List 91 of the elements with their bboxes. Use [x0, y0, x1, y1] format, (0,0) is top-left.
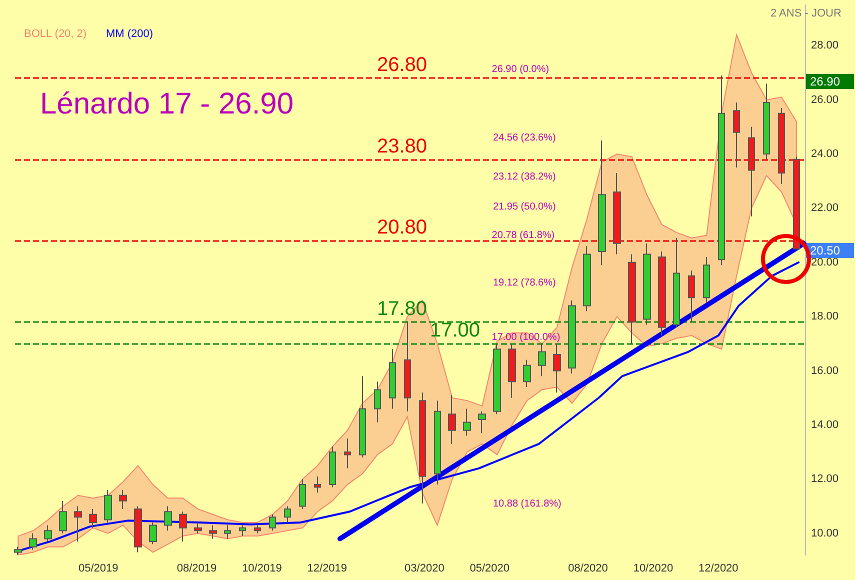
x-tick-label: 05/2020 — [470, 562, 510, 574]
candlestick — [493, 343, 501, 415]
candlestick — [239, 524, 246, 537]
x-tick-label: 03/2020 — [404, 562, 444, 574]
candlestick — [14, 546, 22, 556]
candlestick — [359, 376, 366, 458]
candlestick — [538, 343, 546, 377]
x-tick-label: 12/2019 — [307, 562, 348, 574]
candlestick — [613, 172, 621, 255]
candlestick — [703, 256, 710, 304]
text: 26.90 — [810, 74, 840, 88]
annotation: 10.88 (161.8%) — [493, 498, 562, 510]
candlestick — [568, 300, 576, 374]
chart-subtitle: 2 ANS - JOUR — [770, 8, 842, 20]
x-tick-label: 08/2019 — [176, 562, 217, 574]
candlestick — [688, 270, 695, 322]
candlestick — [389, 348, 396, 410]
y-tick-label: 14.00 — [811, 418, 839, 431]
annotation: 24.56 (23.6%) — [493, 132, 556, 144]
candlestick — [733, 102, 740, 168]
candlestick — [448, 394, 456, 444]
candlestick — [119, 489, 127, 510]
candlestick — [374, 381, 381, 423]
candlestick — [59, 500, 67, 534]
x-tick-label: 05/2019 — [78, 562, 118, 574]
candlestick — [463, 408, 471, 436]
text: MM (200) — [106, 28, 154, 40]
ref-line-label: 23.80 — [377, 135, 428, 158]
candlestick — [748, 126, 755, 217]
x-tick-label: 10/2019 — [242, 562, 282, 574]
y-tick-label: 26.00 — [811, 94, 839, 106]
candlestick — [658, 251, 666, 336]
candlestick — [224, 524, 231, 540]
candlestick — [89, 508, 97, 528]
candlestick — [314, 476, 321, 494]
ref-line-label: 17.00 — [430, 320, 480, 342]
candlestick — [179, 511, 187, 542]
x-tick-label: 12/2020 — [698, 562, 738, 574]
candlestick — [404, 321, 411, 412]
candlestick — [284, 506, 291, 523]
y-tick-label: 24.00 — [811, 148, 839, 160]
candlestick — [508, 343, 516, 398]
y-tick-label: 10.00 — [811, 527, 839, 540]
candlestick — [194, 522, 202, 534]
y-tick-label: 28.00 — [811, 40, 839, 52]
candlestick — [29, 532, 37, 550]
text: Lénardo 17 - 26.90 — [40, 88, 294, 120]
annotation: 26.90 (0.0%) — [492, 64, 550, 75]
x-tick-label: 08/2020 — [568, 562, 608, 574]
candlestick — [598, 140, 606, 266]
ref-line-label: 17.80 — [377, 298, 428, 320]
candlestick — [478, 410, 486, 434]
candlestick — [299, 478, 306, 510]
y-tick-label: 20.00 — [811, 256, 839, 268]
candlestick — [104, 489, 112, 523]
annotation: 17.00 (100.0%) — [492, 332, 560, 344]
x-tick-label: 10/2020 — [633, 562, 674, 574]
candlestick — [643, 242, 651, 326]
candlestick — [763, 83, 770, 160]
candlestick — [149, 522, 157, 545]
candlestick — [254, 524, 261, 534]
y-tick-label: 16.00 — [811, 364, 839, 377]
text: 20.50 — [810, 244, 840, 258]
candlestick — [778, 107, 785, 184]
candlestick — [344, 438, 351, 469]
candlestick — [523, 359, 531, 388]
candlestick — [44, 524, 52, 542]
annotation: 23.12 (38.2%) — [493, 172, 556, 182]
candlestick — [673, 238, 680, 328]
legend-label: BOLL (20, 2) — [24, 28, 87, 40]
y-tick-label: 22.00 — [811, 202, 839, 214]
candlestick — [134, 506, 142, 553]
annotation: 21.95 (50.0%) — [493, 202, 556, 212]
candlestick — [209, 524, 217, 540]
candlestick — [583, 246, 591, 312]
annotation: 20.78 (61.8%) — [492, 230, 555, 241]
candlestick — [628, 254, 636, 344]
candlestick — [164, 506, 172, 532]
ref-line-label: 26.80 — [377, 54, 428, 76]
candlestick — [329, 446, 336, 488]
candlestick — [269, 514, 276, 532]
ref-line-label: 20.80 — [377, 216, 428, 239]
y-tick-label: 18.00 — [811, 310, 839, 323]
candlestick — [553, 343, 561, 393]
candlestick — [419, 392, 426, 504]
candlestick — [793, 156, 800, 250]
y-tick-label: 12.00 — [811, 473, 839, 486]
candlestick — [74, 506, 82, 542]
candlestick — [718, 74, 725, 266]
candlestick — [434, 400, 441, 486]
annotation: 19.12 (78.6%) — [493, 278, 556, 288]
